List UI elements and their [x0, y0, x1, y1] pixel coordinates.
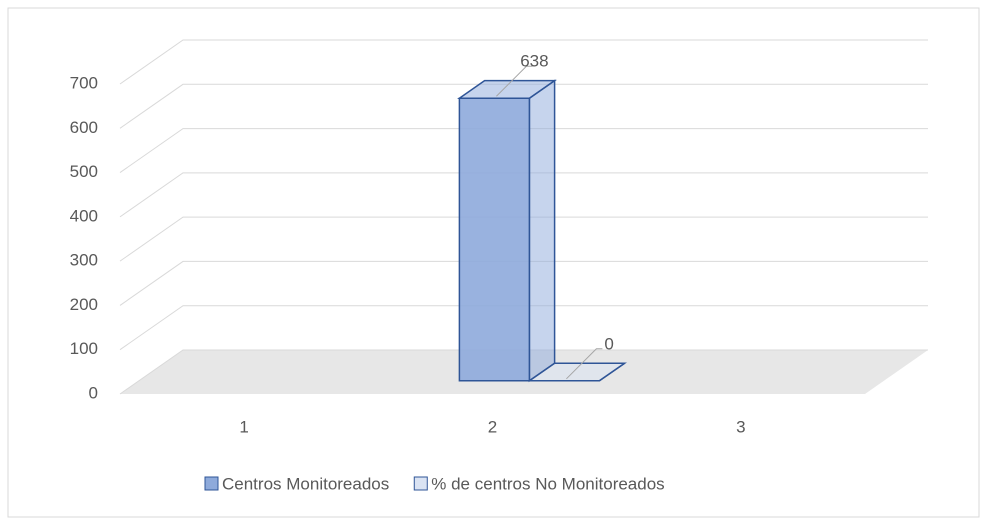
data-label: 0 — [604, 334, 613, 353]
legend-swatch — [413, 476, 428, 491]
legend-swatch — [204, 476, 219, 491]
leader-line — [496, 65, 533, 97]
grid-line — [119, 216, 928, 262]
x-tick-label: 1 — [239, 417, 248, 436]
y-tick-label: 300 — [70, 251, 98, 270]
grid-line — [119, 260, 928, 306]
data-label: 638 — [520, 52, 548, 71]
y-tick-label: 100 — [70, 339, 98, 358]
bar-front — [458, 97, 531, 382]
legend-label: % de centros No Monitoreados — [431, 474, 664, 493]
grid-line — [119, 39, 928, 85]
x-tick-label: 3 — [736, 417, 745, 436]
bar-side — [528, 79, 556, 383]
grid-line — [119, 128, 928, 173]
bar — [457, 79, 557, 383]
y-tick-label: 700 — [70, 73, 98, 92]
x-tick-label: 2 — [488, 417, 497, 436]
y-tick-label: 0 — [89, 383, 98, 402]
y-tick-label: 400 — [70, 206, 98, 225]
grid-line — [119, 305, 928, 351]
grid-line — [119, 349, 928, 395]
y-tick-label: 600 — [70, 118, 98, 137]
y-tick-label: 200 — [70, 295, 98, 314]
bar — [527, 362, 627, 382]
grid-line — [119, 83, 928, 129]
grid-line — [119, 172, 928, 218]
legend-label: Centros Monitoreados — [222, 474, 389, 493]
y-tick-label: 500 — [70, 162, 98, 181]
leader-line — [566, 348, 603, 380]
